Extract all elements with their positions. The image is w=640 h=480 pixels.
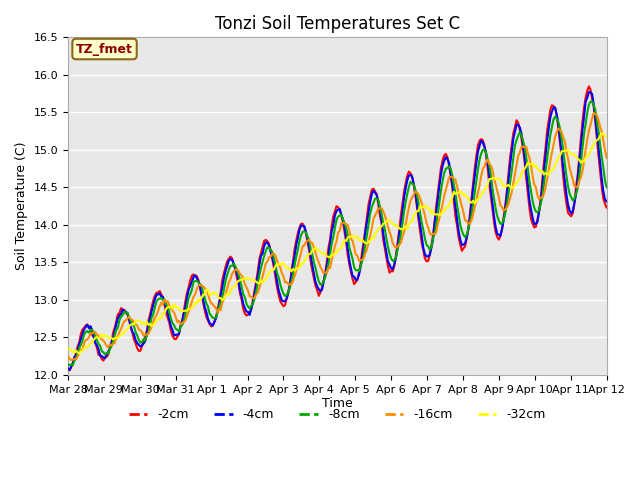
Legend: -2cm, -4cm, -8cm, -16cm, -32cm: -2cm, -4cm, -8cm, -16cm, -32cm (124, 403, 551, 426)
Title: Tonzi Soil Temperatures Set C: Tonzi Soil Temperatures Set C (215, 15, 460, 33)
X-axis label: Time: Time (322, 397, 353, 410)
Y-axis label: Soil Temperature (C): Soil Temperature (C) (15, 142, 28, 270)
Text: TZ_fmet: TZ_fmet (76, 43, 133, 56)
